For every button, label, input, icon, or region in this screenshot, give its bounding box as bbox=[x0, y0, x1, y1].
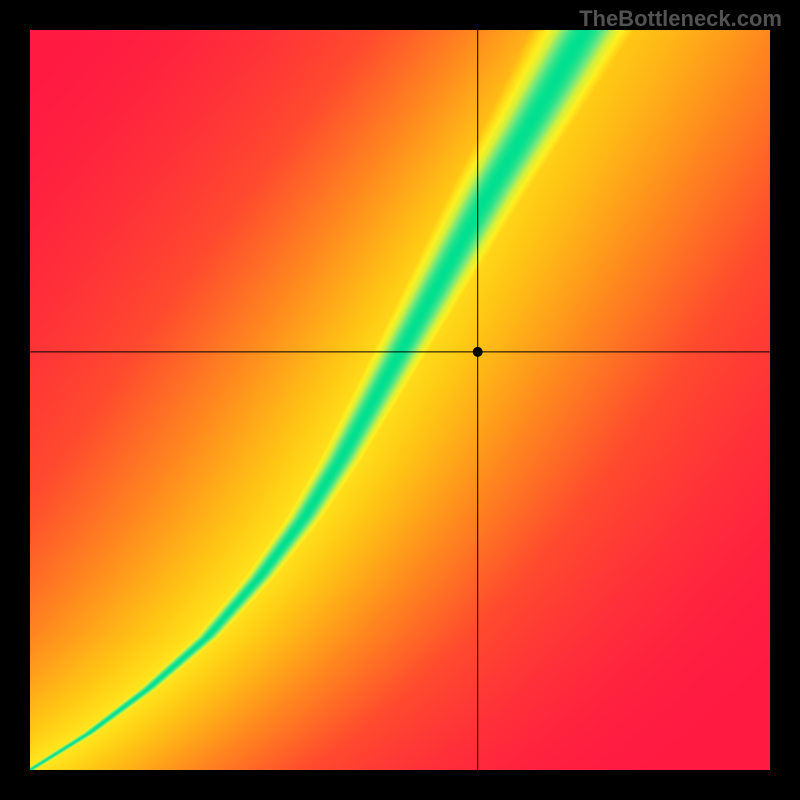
heatmap-plot bbox=[30, 30, 770, 770]
heatmap-canvas bbox=[30, 30, 770, 770]
watermark-text: TheBottleneck.com bbox=[579, 6, 782, 32]
